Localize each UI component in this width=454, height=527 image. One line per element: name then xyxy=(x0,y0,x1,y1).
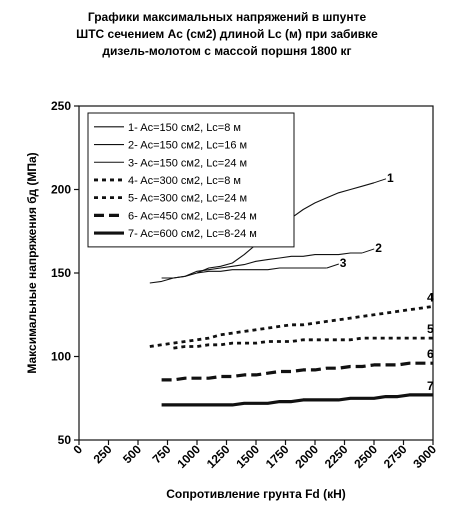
x-tick-label: 1000 xyxy=(174,442,203,471)
series-end-label: 2 xyxy=(375,241,382,255)
series-line-2 xyxy=(161,252,363,279)
y-tick-label: 150 xyxy=(51,266,71,280)
x-axis: 0 250 500 750 1000 1250 1500 1750 2000 2250 2500 27… xyxy=(70,440,439,471)
series-end-labels: 1 2 3 4 5 6 7 xyxy=(326,171,434,393)
x-tick-label: 750 xyxy=(150,442,174,466)
x-tick-label: 2000 xyxy=(292,442,321,471)
x-tick-label: 500 xyxy=(120,442,144,466)
series-lines xyxy=(149,182,434,407)
y-tick-label: 50 xyxy=(58,433,72,447)
legend-entry: 4- Ac=300 см2, Lc=8 м xyxy=(128,175,241,187)
x-tick-label: 1750 xyxy=(263,442,292,471)
legend-entry: 5- Ac=300 см2, Lc=24 м xyxy=(128,193,247,205)
series-end-label: 1 xyxy=(387,171,394,185)
x-tick-label: 2750 xyxy=(381,442,410,471)
legend-box xyxy=(87,112,295,248)
legend: 1- Ac=150 см2, Lc=8 м 2- Ac=150 см2, Lc=1… xyxy=(87,112,295,248)
legend-entry: 1- Ac=150 см2, Lc=8 м xyxy=(128,122,241,134)
series-label-leader xyxy=(362,248,375,254)
legend-entry: 6- Ac=450 см2, Lc=8-24 м xyxy=(128,210,257,222)
series-line-6 xyxy=(161,361,433,382)
x-tick-label: 250 xyxy=(91,442,115,466)
series-line-3 xyxy=(196,267,327,274)
chart-title-line: Графики максимальных напряжений в шпунте xyxy=(88,10,367,24)
x-tick-label: 1500 xyxy=(233,442,262,471)
y-tick-label: 250 xyxy=(51,99,71,113)
x-tick-label: 2500 xyxy=(351,442,380,471)
y-tick-label: 200 xyxy=(51,183,71,197)
series-end-label: 7 xyxy=(427,379,434,393)
series-end-label: 5 xyxy=(427,322,434,336)
chart-title-line: дизель-молотом с массой поршня 1800 кг xyxy=(102,44,351,58)
series-line-7 xyxy=(161,393,433,407)
chart-title-line: ШТС сечением Ac (см2) длиной Lc (м) при … xyxy=(76,27,378,41)
series-label-leader xyxy=(373,178,387,184)
x-tick-label: 2250 xyxy=(322,442,351,471)
y-axis: 50 100 150 200 250 xyxy=(51,99,79,447)
y-axis-label: Максимальные напряжения бд (МПа) xyxy=(25,152,39,373)
y-tick-label: 100 xyxy=(51,350,71,364)
series-label-leader xyxy=(326,263,339,269)
series-line-4 xyxy=(149,305,434,348)
x-tick-label: 1250 xyxy=(204,442,233,471)
legend-entry: 7- Ac=600 см2, Lc=8-24 м xyxy=(128,228,257,240)
legend-entry: 2- Ac=150 см2, Lc=16 м xyxy=(128,140,247,152)
series-end-label: 6 xyxy=(427,347,434,361)
x-axis-label: Сопротивление грунта Fd (кН) xyxy=(166,487,345,501)
series-line-5 xyxy=(173,336,433,350)
legend-entry: 3- Ac=150 см2, Lc=24 м xyxy=(128,157,247,169)
series-end-label: 3 xyxy=(340,256,347,270)
x-tick-label: 0 xyxy=(70,442,85,457)
chart-title: Графики максимальных напряжений в шпунте… xyxy=(76,10,378,58)
x-tick-label: 3000 xyxy=(410,442,439,471)
series-end-label: 4 xyxy=(427,290,434,304)
